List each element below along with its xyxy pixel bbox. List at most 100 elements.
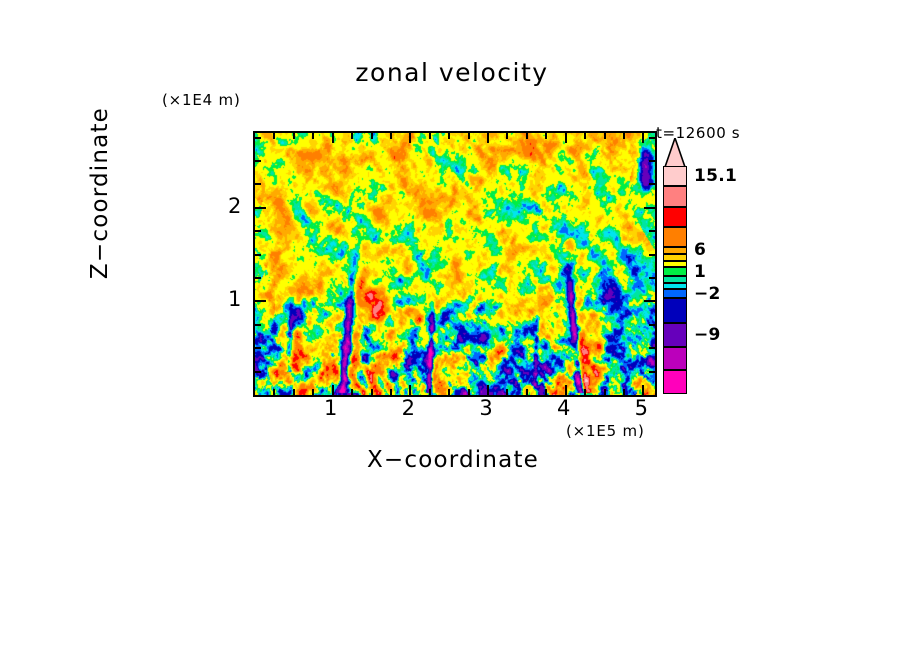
x-tick-top — [487, 133, 489, 143]
x-tick-top — [409, 133, 412, 143]
colorbar-band — [663, 267, 687, 276]
x-tick-top — [584, 133, 587, 139]
x-tick — [525, 389, 528, 395]
y-tick-right — [649, 277, 655, 280]
time-annotation: t=12600 s — [656, 124, 741, 142]
x-tick — [467, 389, 470, 395]
x-tick — [622, 389, 625, 395]
y-tick-right — [649, 183, 655, 186]
x-tick-label: 2 — [401, 396, 416, 420]
x-tick-top — [428, 133, 431, 139]
x-tick-top — [545, 133, 548, 139]
x-tick — [409, 385, 412, 395]
y-tick-right — [644, 206, 655, 209]
x-tick-label: 5 — [634, 396, 649, 420]
colorbar-band — [663, 346, 687, 371]
y-tick-label: 2 — [228, 193, 242, 218]
colorbar-label: −2 — [694, 283, 721, 304]
colorbar-band — [663, 247, 687, 254]
x-tick — [428, 389, 431, 395]
y-tick — [255, 160, 261, 163]
y-axis-unit-label: (×1E4 m) — [162, 91, 241, 109]
x-tick-top — [448, 133, 451, 139]
x-tick-label: 3 — [479, 396, 493, 420]
colorbar-label: 6 — [694, 240, 707, 261]
y-tick-right — [649, 230, 655, 233]
colorbar-band — [663, 206, 687, 227]
x-tick-top — [642, 133, 645, 143]
y-tick — [255, 370, 261, 373]
x-tick-top — [292, 133, 295, 139]
x-tick-top — [331, 133, 334, 143]
y-tick — [255, 323, 261, 326]
y-tick — [255, 136, 261, 139]
x-tick-top — [603, 133, 606, 139]
x-tick-top — [467, 133, 470, 139]
colorbar-band — [663, 297, 687, 324]
colorbar-band — [663, 260, 687, 268]
colorbar-band — [663, 289, 687, 298]
y-tick-right — [649, 136, 655, 139]
x-tick — [351, 389, 354, 395]
x-tick-label: 1 — [323, 396, 338, 420]
x-tick — [642, 385, 645, 395]
plot-area — [253, 131, 657, 397]
y-tick — [255, 206, 266, 209]
colorbar — [663, 166, 687, 394]
y-tick-right — [649, 370, 655, 373]
x-tick-top — [622, 133, 625, 139]
x-tick-top — [351, 133, 354, 139]
y-tick-right — [649, 323, 655, 326]
y-tick-label: 1 — [228, 287, 242, 312]
colorbar-band — [663, 166, 687, 187]
y-tick-right — [649, 347, 655, 350]
x-tick — [273, 389, 276, 395]
colorbar-label: −9 — [694, 324, 721, 345]
x-axis-unit-label: (×1E5 m) — [566, 422, 645, 440]
y-tick-right — [644, 300, 655, 303]
y-tick — [255, 253, 261, 256]
x-tick — [312, 389, 315, 395]
x-tick — [506, 389, 509, 395]
x-tick — [389, 389, 392, 395]
y-tick — [255, 230, 261, 233]
x-tick-top — [525, 133, 528, 139]
x-tick — [603, 389, 606, 395]
colorbar-band — [663, 323, 687, 347]
x-tick-top — [273, 133, 276, 139]
y-tick — [255, 300, 266, 303]
colorbar-arrow-tip — [664, 138, 686, 167]
page-title: zonal velocity — [355, 58, 549, 87]
y-tick-right — [649, 160, 655, 163]
x-tick — [448, 389, 451, 395]
colorbar-label: 15.1 — [694, 166, 738, 187]
y-tick-right — [649, 253, 655, 256]
x-axis-title: X−coordinate — [366, 447, 540, 473]
colorbar-band — [663, 282, 687, 290]
colorbar-label: 1 — [694, 261, 707, 282]
velocity-field-canvas — [255, 133, 655, 395]
colorbar-band — [663, 226, 687, 248]
x-tick — [292, 389, 295, 395]
y-axis-title: Z−coordinate — [87, 106, 113, 280]
x-tick — [564, 385, 567, 395]
x-tick-top — [389, 133, 392, 139]
x-tick — [370, 389, 373, 395]
x-tick-top — [506, 133, 509, 139]
colorbar-band — [663, 253, 687, 261]
x-tick — [331, 385, 334, 395]
x-tick-label: 4 — [556, 396, 571, 420]
y-tick — [255, 183, 261, 186]
colorbar-band — [663, 370, 687, 394]
colorbar-band — [663, 275, 687, 283]
x-tick-top — [370, 133, 373, 139]
x-tick — [545, 389, 548, 395]
colorbar-band — [663, 186, 687, 207]
x-tick — [487, 385, 489, 395]
x-tick-top — [312, 133, 315, 139]
y-tick — [255, 347, 261, 350]
y-tick — [255, 277, 261, 280]
x-tick-top — [564, 133, 567, 143]
x-tick — [584, 389, 587, 395]
